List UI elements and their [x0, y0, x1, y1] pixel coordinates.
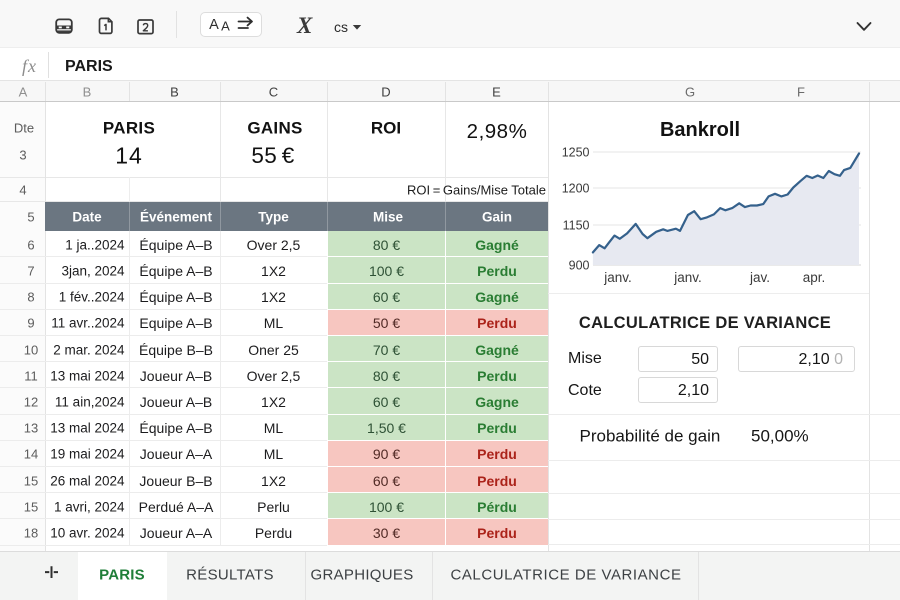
svg-text:apr.: apr.: [803, 270, 826, 285]
svg-text:janv.: janv.: [673, 270, 702, 285]
svg-text:1150: 1150: [563, 219, 590, 233]
svg-text:1200: 1200: [562, 182, 590, 196]
svg-text:Bankroll: Bankroll: [660, 119, 740, 141]
svg-text:janv.: janv.: [603, 270, 632, 285]
svg-text:900: 900: [569, 259, 590, 273]
svg-text:jav.: jav.: [749, 270, 770, 285]
svg-text:1250: 1250: [562, 146, 590, 160]
